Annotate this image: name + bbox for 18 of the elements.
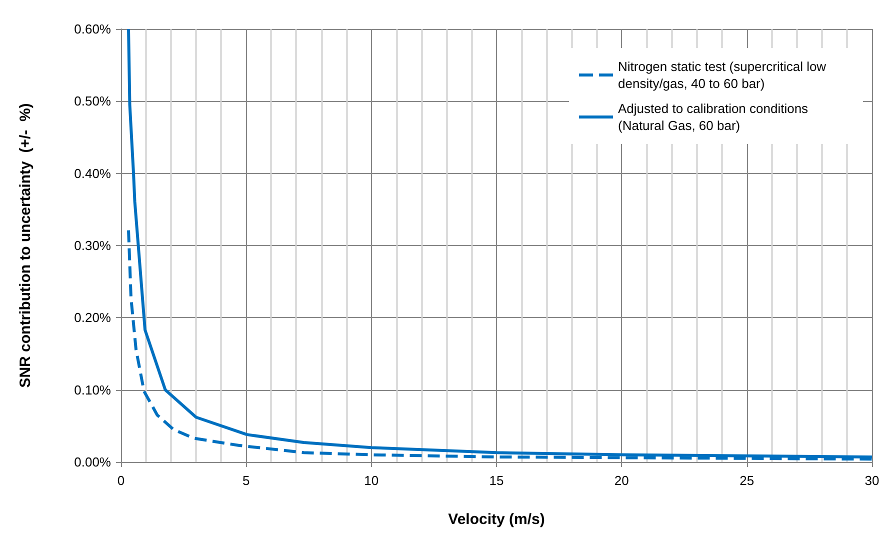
y-tick-label: 0.10% (74, 382, 112, 398)
x-tick-label: 20 (614, 473, 629, 488)
y-tick-label: 0.20% (74, 310, 112, 326)
legend-label: Nitrogen static test (supercritical low density/gas, 40 to 60 bar) (618, 59, 830, 91)
x-axis-title: Velocity (m/s) (448, 511, 545, 528)
y-tick-label: 0.60% (74, 22, 112, 36)
y-tick-label: 0.50% (74, 94, 112, 109)
legend-label: Adjusted to calibration conditions (Natural Gas, 60 bar) (618, 101, 812, 133)
x-tick-label: 30 (864, 473, 880, 488)
y-axis-title: SNR contribution to uncertainty (+/- %) (17, 103, 34, 388)
x-tick-label: 0 (117, 473, 125, 488)
x-tick-label: 5 (242, 473, 250, 488)
x-tick-label: 15 (489, 473, 504, 488)
x-tick-label: 25 (740, 473, 754, 488)
x-tick-label: 10 (364, 473, 379, 488)
y-tick-label: 0.40% (74, 166, 112, 181)
y-tick-label: 0.30% (74, 238, 112, 253)
y-tick-label: 0.00% (74, 454, 112, 470)
